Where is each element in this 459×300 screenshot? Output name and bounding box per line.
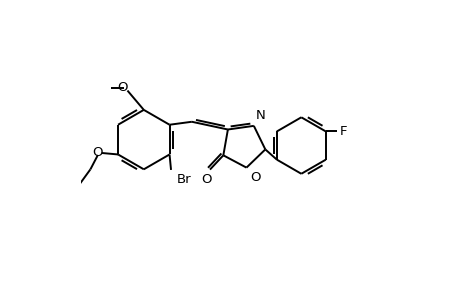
- Text: N: N: [256, 109, 265, 122]
- Text: O: O: [117, 81, 128, 94]
- Text: O: O: [92, 146, 103, 160]
- Text: Br: Br: [176, 173, 190, 186]
- Text: O: O: [250, 171, 260, 184]
- Text: F: F: [339, 125, 347, 138]
- Text: O: O: [201, 173, 211, 186]
